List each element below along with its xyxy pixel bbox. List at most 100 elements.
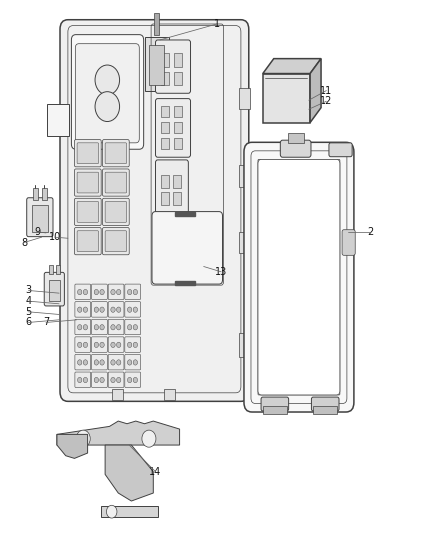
Bar: [161, 53, 169, 67]
Text: 7: 7: [43, 318, 49, 327]
FancyBboxPatch shape: [125, 284, 141, 300]
Bar: [288, 133, 304, 143]
Circle shape: [100, 377, 104, 383]
FancyBboxPatch shape: [77, 231, 99, 252]
Circle shape: [100, 342, 104, 348]
FancyBboxPatch shape: [44, 272, 64, 306]
Circle shape: [111, 377, 115, 383]
Text: 10: 10: [49, 232, 61, 242]
Circle shape: [78, 289, 82, 295]
Circle shape: [117, 342, 121, 348]
FancyBboxPatch shape: [125, 319, 141, 335]
FancyBboxPatch shape: [311, 397, 339, 411]
Text: 9: 9: [34, 227, 40, 237]
FancyBboxPatch shape: [27, 198, 53, 237]
FancyBboxPatch shape: [258, 159, 340, 395]
FancyBboxPatch shape: [74, 198, 101, 225]
FancyBboxPatch shape: [75, 319, 91, 335]
Text: 1: 1: [214, 19, 220, 29]
FancyBboxPatch shape: [105, 201, 127, 222]
Circle shape: [133, 307, 138, 312]
Polygon shape: [57, 421, 180, 445]
FancyBboxPatch shape: [75, 284, 91, 300]
Text: 13: 13: [215, 267, 227, 277]
FancyBboxPatch shape: [108, 372, 124, 387]
Circle shape: [127, 342, 132, 348]
Circle shape: [127, 360, 132, 365]
Circle shape: [95, 92, 120, 122]
Bar: [161, 122, 169, 133]
FancyBboxPatch shape: [102, 198, 129, 225]
FancyBboxPatch shape: [108, 302, 124, 317]
FancyBboxPatch shape: [105, 231, 127, 252]
Bar: [173, 192, 181, 205]
Bar: [173, 175, 181, 188]
Text: 4: 4: [25, 296, 32, 306]
Bar: [174, 72, 182, 85]
Bar: [145, 37, 169, 91]
Text: 6: 6: [25, 318, 32, 327]
Bar: [175, 281, 195, 285]
Circle shape: [94, 307, 99, 312]
Text: 12: 12: [320, 96, 332, 106]
FancyBboxPatch shape: [77, 172, 99, 193]
Circle shape: [133, 289, 138, 295]
Circle shape: [94, 289, 99, 295]
Polygon shape: [263, 59, 321, 74]
Bar: [32, 205, 48, 232]
Circle shape: [83, 377, 88, 383]
Circle shape: [133, 377, 138, 383]
Circle shape: [111, 289, 115, 295]
Circle shape: [83, 325, 88, 330]
Circle shape: [94, 377, 99, 383]
FancyBboxPatch shape: [60, 20, 249, 401]
FancyBboxPatch shape: [280, 140, 311, 157]
FancyBboxPatch shape: [102, 140, 129, 167]
FancyBboxPatch shape: [71, 35, 144, 149]
FancyBboxPatch shape: [74, 169, 101, 196]
Circle shape: [127, 377, 132, 383]
Circle shape: [78, 360, 82, 365]
Bar: [239, 333, 248, 357]
FancyBboxPatch shape: [92, 319, 107, 335]
FancyBboxPatch shape: [74, 140, 101, 167]
Polygon shape: [105, 445, 153, 501]
Circle shape: [83, 289, 88, 295]
Bar: [239, 232, 250, 253]
Circle shape: [78, 307, 82, 312]
Circle shape: [83, 307, 88, 312]
FancyBboxPatch shape: [75, 302, 91, 317]
Circle shape: [100, 360, 104, 365]
Bar: [161, 138, 169, 149]
Bar: [161, 192, 169, 205]
Polygon shape: [57, 434, 88, 458]
Circle shape: [133, 360, 138, 365]
FancyBboxPatch shape: [125, 337, 141, 352]
Bar: [174, 122, 182, 133]
Circle shape: [142, 430, 156, 447]
Circle shape: [94, 360, 99, 365]
Bar: [33, 188, 38, 200]
Circle shape: [111, 342, 115, 348]
FancyBboxPatch shape: [155, 40, 191, 93]
Text: 11: 11: [320, 86, 332, 95]
FancyBboxPatch shape: [92, 284, 107, 300]
Bar: [263, 406, 287, 414]
Circle shape: [117, 307, 121, 312]
FancyBboxPatch shape: [108, 337, 124, 352]
Circle shape: [117, 325, 121, 330]
Bar: [174, 53, 182, 67]
Circle shape: [127, 307, 132, 312]
Bar: [239, 88, 250, 109]
FancyBboxPatch shape: [75, 337, 91, 352]
Text: 2: 2: [367, 227, 373, 237]
Bar: [313, 406, 337, 414]
Bar: [49, 280, 60, 301]
FancyBboxPatch shape: [105, 172, 127, 193]
FancyBboxPatch shape: [77, 143, 99, 164]
Bar: [239, 165, 250, 187]
Bar: [164, 389, 175, 400]
Circle shape: [106, 505, 117, 518]
FancyBboxPatch shape: [125, 354, 141, 370]
Polygon shape: [310, 59, 321, 123]
